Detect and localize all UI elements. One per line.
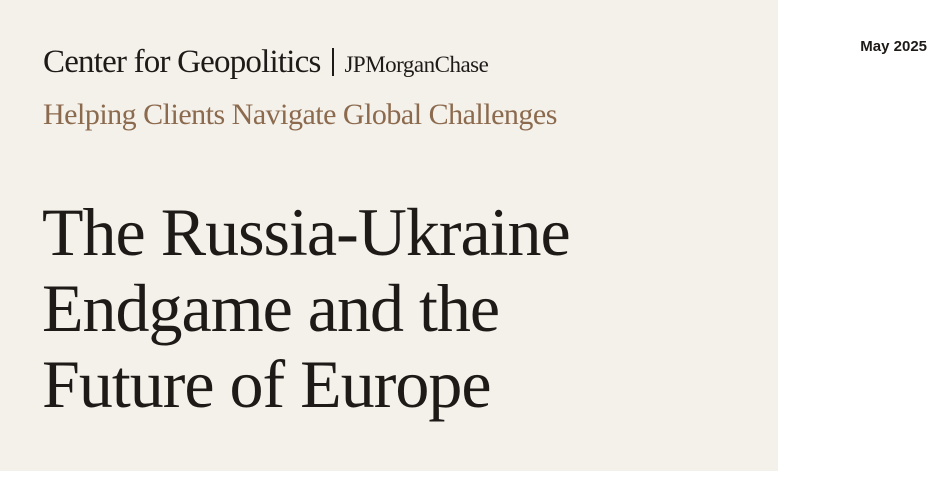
org-name: Center for Geopolitics bbox=[43, 44, 321, 80]
partner-logo-text: JPMorganChase bbox=[344, 52, 489, 77]
document-title: The Russia-Ukraine Endgame and the Futur… bbox=[42, 194, 571, 422]
title-line: The Russia-Ukraine bbox=[42, 194, 571, 270]
publication-date: May 2025 bbox=[860, 38, 927, 55]
tagline: Helping Clients Navigate Global Challeng… bbox=[43, 98, 557, 131]
title-line: Future of Europe bbox=[42, 346, 492, 422]
title-line: Endgame and the bbox=[42, 270, 500, 346]
brand-lockup: Center for Geopolitics JPMorganChase bbox=[43, 44, 489, 81]
brand-divider bbox=[332, 48, 335, 76]
cover-panel: Center for Geopolitics JPMorganChase Help… bbox=[0, 0, 778, 471]
